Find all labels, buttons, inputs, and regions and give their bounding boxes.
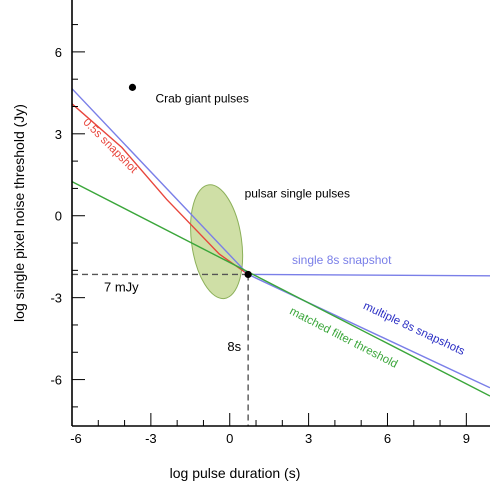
data-point-0 [128, 83, 137, 91]
y-tick-label: -6 [50, 373, 62, 388]
labels-layer: Crab giant pulses pulsar single pulses 7 m… [80, 91, 466, 370]
x-tick-label: 6 [384, 431, 391, 446]
y-tick-label: 0 [55, 209, 62, 224]
series-label-red: 0.5s snapshot [80, 116, 139, 176]
point-label-crab: Crab giant pulses [155, 91, 248, 105]
series-line-2 [248, 273, 490, 277]
x-tick-label: 9 [463, 431, 470, 446]
x-axis-title: log pulse duration (s) [170, 465, 301, 481]
series-line-4 [71, 180, 490, 397]
x-tick-label: -6 [70, 431, 82, 446]
reference-label-horizontal: 7 mJy [104, 279, 139, 294]
series-line-1 [71, 88, 249, 275]
series-line-3 [247, 273, 490, 389]
reference-label-vertical: 8s [227, 339, 241, 354]
points-layer [128, 83, 252, 279]
data-point-1 [244, 270, 252, 279]
series-layer [71, 88, 490, 397]
y-tick-label: 6 [55, 45, 62, 60]
y-tick-label: 3 [55, 127, 62, 142]
x-tick-label: 0 [226, 431, 233, 446]
y-tick-label: -3 [50, 291, 62, 306]
y-axis-title: log single pixel noise threshold (Jy) [11, 104, 27, 322]
x-tick-label: -3 [145, 431, 157, 446]
series-label-single: single 8s snapshot [292, 253, 392, 267]
series-line-0 [71, 103, 249, 275]
axes-layer: -6 -3 0 3 6 9 -6 -3 0 3 6 log pulse duration (s) log… [11, 0, 490, 481]
x-tick-label: 3 [305, 431, 312, 446]
region-label-pulsar: pulsar single pulses [245, 187, 350, 201]
reference-lines-layer [72, 273, 249, 426]
